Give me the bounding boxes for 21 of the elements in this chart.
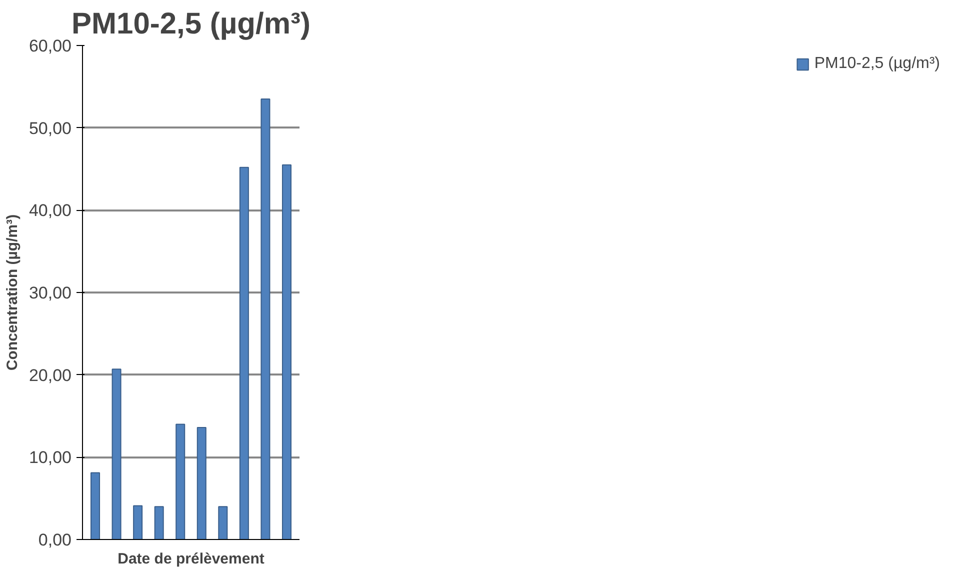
y-tick-label: 0,00 [38,530,72,550]
bar [260,98,270,540]
y-tick-label: 50,00 [28,118,72,138]
bar [90,472,100,540]
y-tick-label: 30,00 [28,284,72,302]
bar [154,506,164,540]
chart-title: PM10-2,5 (µg/m³) [72,8,311,40]
y-axis-title: Concentration (µg/m³) [4,214,21,371]
y-tick-label: 40,00 [28,201,72,220]
bar [239,166,249,540]
x-axis-title: Date de prélèvement [118,550,264,568]
bar [282,164,292,540]
bar [133,505,143,540]
y-tick-label: 60,00 [28,36,72,56]
y-tick-label: 20,00 [28,366,72,385]
bar [112,368,122,540]
bar [218,506,228,540]
bar [196,427,206,540]
y-tick-label: 10,00 [28,448,72,468]
bar [176,424,186,540]
legend-label: PM10-2,5 (µg/m³) [814,55,940,73]
